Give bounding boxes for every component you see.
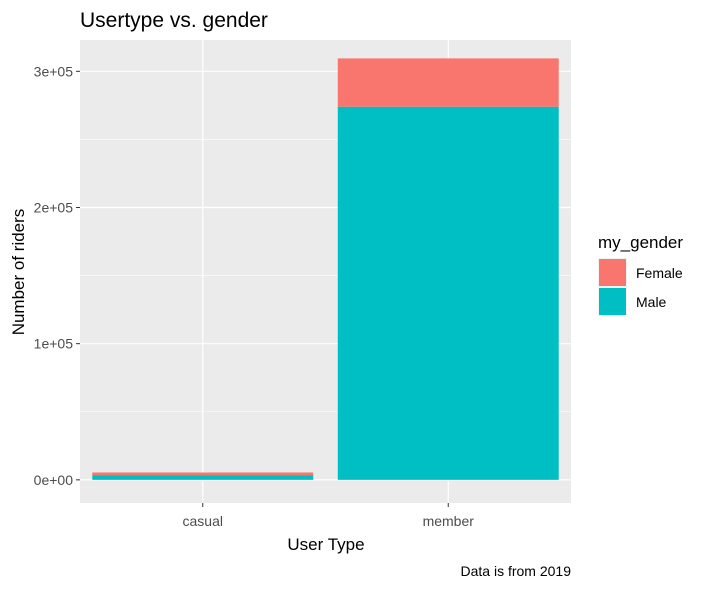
x-axis-label: User Type bbox=[287, 535, 364, 554]
legend-entries: Female Male bbox=[598, 258, 683, 316]
bar-male-member bbox=[337, 106, 559, 480]
bar-female-casual bbox=[92, 472, 314, 476]
y-axis-label: Number of riders bbox=[9, 209, 28, 336]
legend-swatch-male bbox=[599, 288, 626, 315]
legend-title: my_gender bbox=[598, 233, 683, 252]
legend-swatch-female bbox=[599, 259, 626, 286]
plot-panel bbox=[80, 40, 571, 503]
y-tick-label: 2e+05 bbox=[34, 199, 74, 215]
bar-female-member bbox=[337, 58, 559, 107]
y-tick-label: 3e+05 bbox=[34, 63, 74, 79]
chart-title: Usertype vs. gender bbox=[80, 9, 268, 32]
bar-male-casual bbox=[92, 475, 314, 480]
chart-caption: Data is from 2019 bbox=[461, 563, 572, 579]
legend: my_gender Female Male bbox=[598, 233, 683, 316]
x-tick-label-member: member bbox=[423, 513, 475, 529]
legend-label-female: Female bbox=[636, 265, 683, 281]
y-tick-label: 1e+05 bbox=[34, 336, 74, 352]
legend-label-male: Male bbox=[636, 294, 667, 310]
x-tick-label-casual: casual bbox=[183, 513, 223, 529]
y-tick-label: 0e+00 bbox=[34, 472, 74, 488]
